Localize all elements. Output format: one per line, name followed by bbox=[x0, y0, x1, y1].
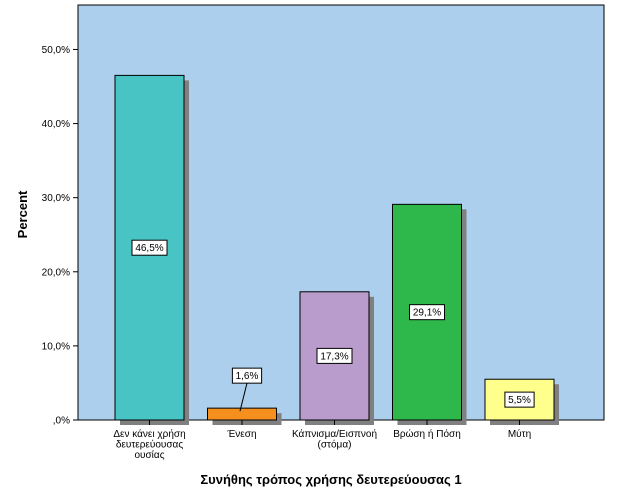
y-tick-label: 50,0% bbox=[42, 45, 70, 56]
category-label: Δεν κάνει χρήση δευτερεύουσας ουσίας bbox=[113, 428, 185, 461]
bar bbox=[207, 407, 277, 421]
data-label-box bbox=[231, 367, 263, 384]
data-label: 17,3% bbox=[320, 351, 348, 362]
category-label: Βρώση ή Πόση bbox=[393, 428, 461, 440]
bars: 46,5% 1,6% 17,3% 29,1% 5,5% bbox=[114, 74, 559, 425]
y-tick-label: 10,0% bbox=[42, 341, 70, 352]
y-tick-label: 20,0% bbox=[42, 267, 70, 278]
data-label-box bbox=[409, 304, 445, 321]
x-axis: Δεν κάνει χρήση δευτερεύουσας ουσίας Ένεση Κ… bbox=[113, 420, 531, 461]
y-axis: ,0% 10,0% 20,0% 30,0% 40,0% 50,0% bbox=[42, 45, 78, 427]
category-label: Ένεση bbox=[226, 429, 256, 440]
y-tick-label: 40,0% bbox=[42, 119, 70, 130]
y-tick-label: 30,0% bbox=[42, 193, 70, 204]
data-label: 46,5% bbox=[135, 243, 163, 254]
bar bbox=[299, 291, 370, 421]
data-label-leader bbox=[239, 383, 248, 412]
x-axis-title: Συνήθης τρόπος χρήσης δευτερεύουσας 1 bbox=[200, 472, 461, 487]
data-label: 5,5% bbox=[508, 395, 531, 406]
y-axis-title: Percent bbox=[15, 190, 30, 238]
data-label: 1,6% bbox=[236, 371, 259, 382]
category-label: Κάπνισμα/Εισπνοή (στόμα) bbox=[292, 428, 377, 451]
data-label-box bbox=[316, 347, 353, 364]
category-label: Μύτη bbox=[508, 428, 531, 440]
data-label-box bbox=[131, 239, 168, 256]
y-tick-label: ,0% bbox=[53, 416, 70, 427]
data-label: 29,1% bbox=[413, 308, 441, 319]
data-label-box bbox=[504, 391, 535, 408]
